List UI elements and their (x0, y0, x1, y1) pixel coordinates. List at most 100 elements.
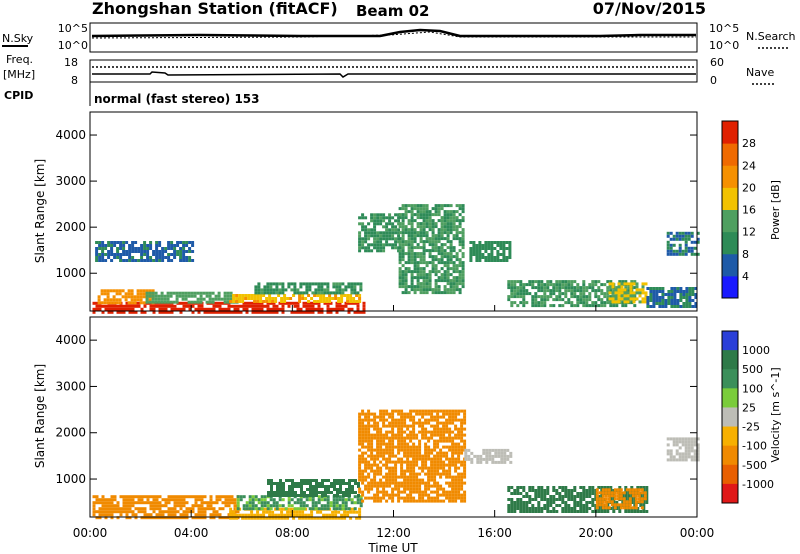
heatmap-cell (452, 255, 456, 259)
beam-title: Beam 02 (356, 2, 429, 20)
heatmap-cell (481, 253, 485, 256)
heatmap-cell (531, 286, 535, 290)
heatmap-cell (394, 424, 398, 428)
heatmap-cell (455, 234, 459, 238)
heatmap-cell (522, 283, 526, 287)
heatmap-cell (591, 301, 595, 305)
heatmap-cell (397, 433, 401, 437)
heatmap-cell (373, 472, 377, 476)
heatmap-cell (358, 472, 362, 476)
heatmap-cell (299, 501, 303, 505)
heatmap-cell (394, 409, 398, 413)
heatmap-cell (275, 507, 279, 511)
colorbar-swatch (722, 165, 738, 188)
heatmap-cell (296, 498, 300, 502)
heatmap-cell (188, 507, 192, 511)
heatmap-cell (128, 259, 132, 262)
heatmap-cell (347, 282, 351, 286)
heatmap-cell (458, 261, 462, 265)
heatmap-cell (260, 498, 264, 502)
heatmap-cell (409, 409, 413, 413)
heatmap-cell (443, 261, 447, 265)
heatmap-cell (260, 495, 264, 499)
heatmap-cell (335, 498, 339, 502)
heatmap-cell (606, 510, 610, 513)
heatmap-cell (388, 454, 392, 458)
heatmap-cell (149, 241, 153, 244)
heatmap-cell (335, 507, 339, 511)
heatmap-cell (502, 247, 506, 250)
heatmap-cell (455, 216, 459, 220)
heatmap-cell (652, 296, 656, 299)
heatmap-cell (448, 427, 452, 431)
heatmap-cell (624, 510, 628, 513)
heatmap-cell (125, 253, 129, 256)
heatmap-cell (546, 498, 550, 501)
heatmap-cell (367, 421, 371, 425)
heatmap-cell (693, 246, 697, 250)
heatmap-cell (681, 455, 685, 459)
heatmap-cell (624, 280, 628, 284)
heatmap-cell (302, 507, 306, 511)
heatmap-cell (606, 295, 610, 299)
heatmap-cell (373, 219, 377, 223)
heatmap-cell (685, 305, 689, 308)
heatmap-cell (588, 304, 592, 308)
heatmap-cell (185, 259, 189, 262)
heatmap-cell (440, 249, 444, 253)
heatmap-cell (458, 282, 462, 286)
heatmap-cell (382, 234, 386, 238)
heatmap-cell (361, 442, 365, 446)
heatmap-cell (304, 516, 308, 520)
heatmap-cell (376, 237, 380, 241)
heatmap-cell (528, 507, 532, 510)
heatmap-cell (326, 291, 330, 295)
heatmap-cell (140, 259, 144, 262)
heatmap-cell (226, 294, 230, 298)
heatmap-cell (509, 451, 513, 455)
heatmap-cell (209, 310, 213, 314)
heatmap-cell (92, 507, 96, 511)
heatmap-cell (376, 487, 380, 491)
heatmap-cell (262, 513, 266, 517)
heatmap-cell (385, 433, 389, 437)
heatmap-cell (382, 418, 386, 422)
heatmap-cell (271, 513, 275, 517)
heatmap-cell (433, 499, 437, 503)
heatmap-cell (661, 290, 665, 293)
heatmap-cell (582, 495, 586, 498)
heatmap-cell (359, 495, 363, 499)
heatmap-cell (427, 439, 431, 443)
heatmap-cell (224, 310, 228, 314)
heatmap-cell (309, 488, 312, 491)
heatmap-cell (549, 504, 553, 507)
heatmap-cell (382, 451, 386, 455)
heatmap-cell (247, 297, 251, 300)
heatmap-cell (537, 286, 541, 290)
heatmap-cell (449, 231, 453, 235)
heatmap-cell (412, 484, 416, 488)
heatmap-cell (134, 310, 138, 314)
heatmap-cell (104, 516, 108, 520)
heatmap-cell (510, 280, 514, 284)
heatmap-cell (278, 288, 282, 292)
heatmap-cell (388, 442, 392, 446)
heatmap-cell (609, 486, 613, 489)
heatmap-cell (409, 463, 413, 467)
heatmap-cell (564, 495, 568, 498)
heatmap-cell (322, 297, 326, 300)
heatmap-cell (676, 299, 680, 302)
heatmap-cell (600, 292, 604, 296)
heatmap-cell (104, 507, 108, 511)
heatmap-cell (421, 454, 425, 458)
heatmap-cell (687, 446, 691, 450)
heatmap-cell (394, 478, 398, 482)
heatmap-cell (619, 503, 623, 507)
heatmap-cell (460, 475, 464, 479)
heatmap-cell (376, 484, 380, 488)
heatmap-cell (620, 288, 624, 292)
heatmap-cell (446, 267, 450, 271)
heatmap-cell (397, 418, 401, 422)
heatmap-cell (440, 252, 444, 256)
heatmap-cell (382, 493, 386, 497)
